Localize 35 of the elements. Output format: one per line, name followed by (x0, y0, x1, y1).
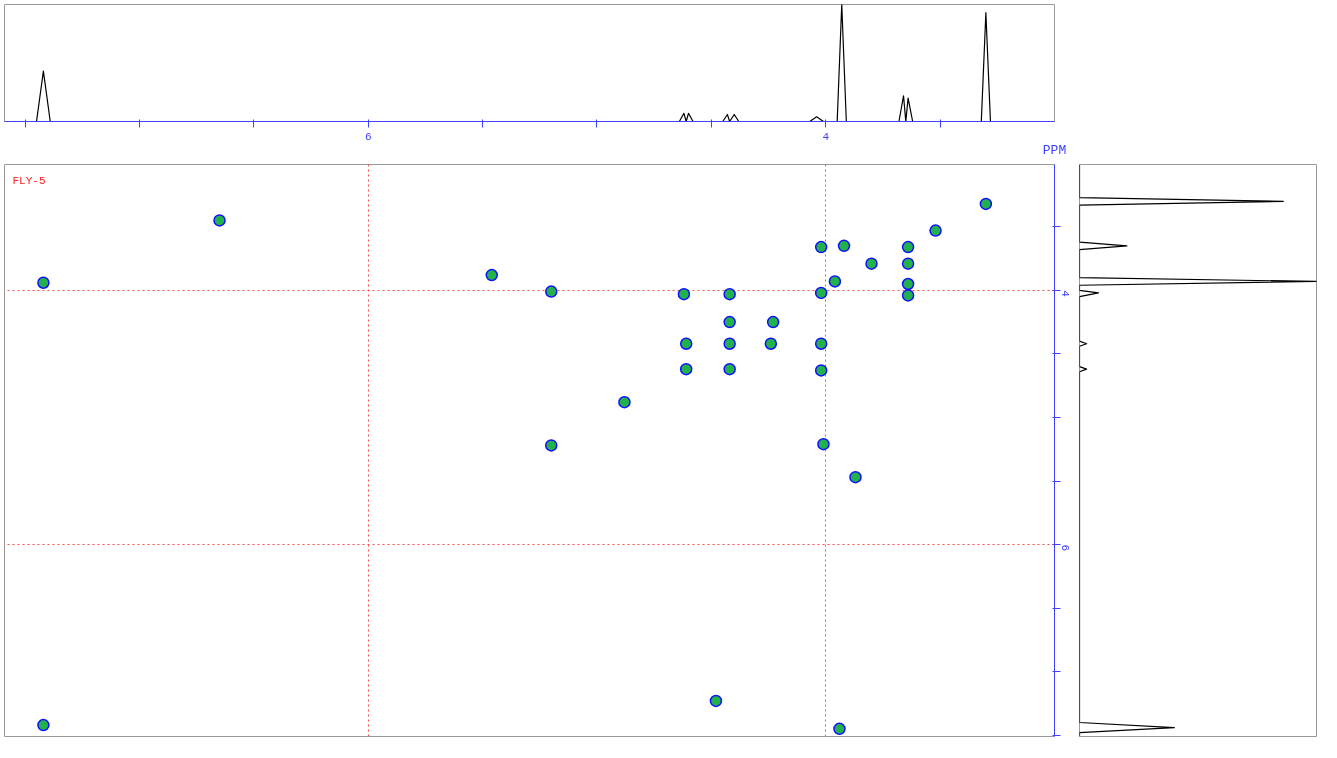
x-axis-title: PPM (1042, 142, 1067, 158)
point (213, 214, 226, 227)
point (723, 287, 736, 301)
point (723, 362, 736, 376)
point (679, 337, 693, 350)
point (485, 268, 498, 282)
point (544, 439, 558, 452)
point (833, 722, 846, 736)
point (677, 287, 691, 301)
annotation: FLY-5 (12, 174, 46, 187)
point (709, 694, 723, 708)
point (901, 289, 915, 302)
point (618, 395, 631, 409)
point (901, 240, 915, 254)
point (814, 286, 828, 300)
point (865, 257, 878, 270)
point (837, 239, 851, 253)
point (544, 285, 558, 298)
point (37, 276, 50, 289)
point (37, 718, 50, 732)
point (817, 437, 830, 451)
point (723, 315, 736, 329)
point (901, 257, 915, 270)
point (814, 364, 828, 377)
point (766, 315, 780, 329)
point (929, 224, 942, 237)
point (814, 337, 828, 350)
point (814, 240, 828, 254)
point (901, 277, 915, 291)
point (828, 275, 842, 288)
point (849, 470, 862, 484)
point (979, 197, 993, 211)
point (723, 337, 736, 350)
point (679, 362, 693, 376)
point (764, 337, 778, 350)
